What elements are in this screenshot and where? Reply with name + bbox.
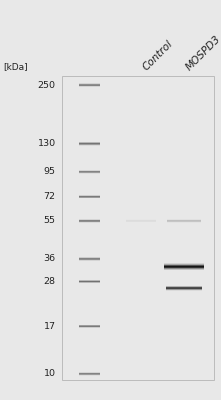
Text: 250: 250 bbox=[38, 81, 56, 90]
Text: [kDa]: [kDa] bbox=[3, 62, 28, 71]
Text: 28: 28 bbox=[44, 277, 56, 286]
Text: MOSPD3: MOSPD3 bbox=[184, 34, 221, 72]
Text: 130: 130 bbox=[38, 139, 56, 148]
Text: 10: 10 bbox=[44, 370, 56, 378]
Text: 55: 55 bbox=[44, 216, 56, 226]
Text: 95: 95 bbox=[44, 168, 56, 176]
Text: 17: 17 bbox=[44, 322, 56, 331]
Text: 72: 72 bbox=[44, 192, 56, 201]
Text: Control: Control bbox=[141, 38, 175, 72]
Text: 36: 36 bbox=[44, 254, 56, 264]
